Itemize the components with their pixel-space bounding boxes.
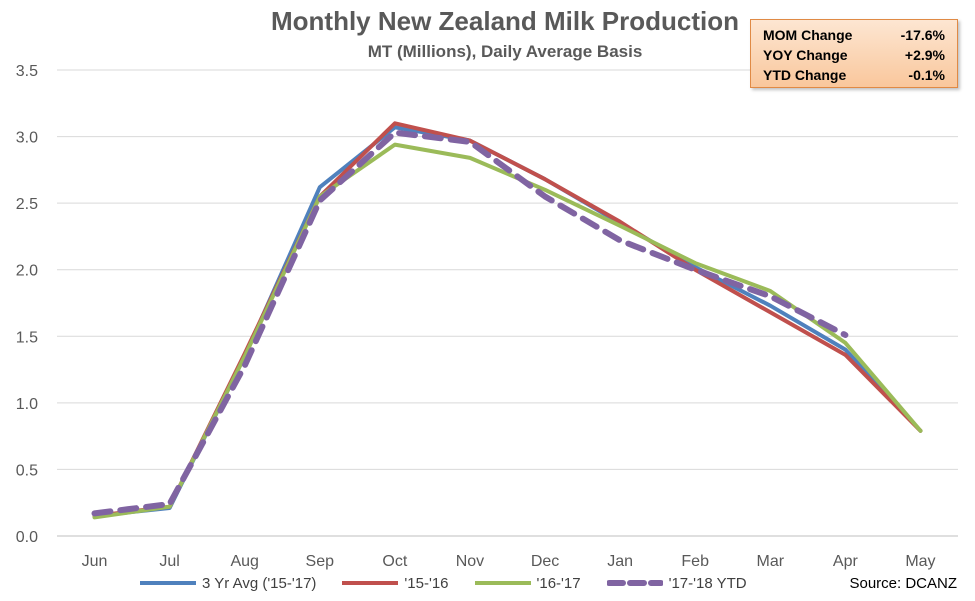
legend-swatch [474, 581, 531, 585]
series-lines [91, 121, 923, 520]
legend-label: '17-'18 YTD [668, 574, 747, 592]
y-tick-label: 1.5 [16, 329, 38, 346]
x-tick-label: Nov [456, 553, 484, 570]
legend-item-3yr-avg: 3 Yr Avg ('15-'17) [140, 575, 316, 592]
stat-label: MOM Change [763, 27, 853, 43]
x-tick-label: Jan [607, 553, 633, 570]
y-axis-ticks: 0.0 0.5 1.0 1.5 2.0 2.5 3.0 3.5 [16, 63, 38, 546]
series-line [92, 125, 923, 518]
legend-label: 3 Yr Avg ('15-'17) [202, 574, 317, 592]
legend-swatch [342, 581, 399, 585]
legend-swatch [606, 580, 663, 586]
legend-item-15-16: '15-'16 [342, 574, 449, 592]
y-tick-label: 2.5 [16, 196, 38, 213]
stat-row-mom: MOM Change -17.6% [763, 25, 945, 45]
stat-value: -17.6% [900, 27, 945, 43]
chart-legend: 3 Yr Avg ('15-'17) '15-'16 '16-'17 '17-'… [140, 572, 773, 594]
legend-item-16-17: '16-'17 [474, 574, 581, 592]
y-tick-label: 1.0 [16, 396, 38, 413]
x-tick-label: Aug [230, 553, 258, 570]
legend-swatch [140, 581, 196, 585]
change-stats-box: MOM Change -17.6% YOY Change +2.9% YTD C… [750, 19, 958, 88]
legend-label: '16-'17 [536, 574, 581, 592]
series-line [91, 129, 849, 517]
x-tick-label: Jun [82, 553, 108, 570]
chart-title: Monthly New Zealand Milk Production [270, 6, 740, 36]
x-tick-label: May [905, 553, 935, 570]
y-tick-label: 3.0 [16, 130, 38, 147]
stat-row-yoy: YOY Change +2.9% [763, 45, 945, 65]
legend-item-17-18-ytd: '17-'18 YTD [606, 574, 747, 592]
x-tick-label: Dec [531, 553, 559, 570]
y-tick-label: 0.5 [16, 462, 38, 479]
legend-label: '15-'16 [404, 574, 449, 592]
stat-row-ytd: YTD Change -0.1% [763, 65, 945, 85]
stat-value: +2.9% [904, 47, 945, 63]
y-tick-label: 0.0 [16, 529, 38, 546]
x-tick-label: Sep [306, 553, 335, 570]
stat-value: -0.1% [908, 67, 945, 83]
y-tick-label: 3.5 [16, 63, 38, 80]
stat-label: YOY Change [763, 47, 848, 63]
x-tick-label: Feb [681, 553, 709, 570]
stat-label: YTD Change [763, 67, 847, 83]
x-tick-label: Apr [833, 553, 859, 570]
y-tick-label: 2.0 [16, 263, 38, 280]
x-tick-label: Oct [382, 553, 407, 570]
x-tick-label: Jul [159, 553, 179, 570]
source-note: Source: DCANZ [849, 575, 957, 592]
x-tick-label: Mar [757, 553, 785, 570]
x-axis-ticks: Jun Jul Aug Sep Oct Nov Dec Jan Feb Mar Apr May [82, 553, 936, 570]
chart-subtitle: MT (Millions), Daily Average Basis [367, 42, 643, 61]
series-line [92, 142, 923, 520]
